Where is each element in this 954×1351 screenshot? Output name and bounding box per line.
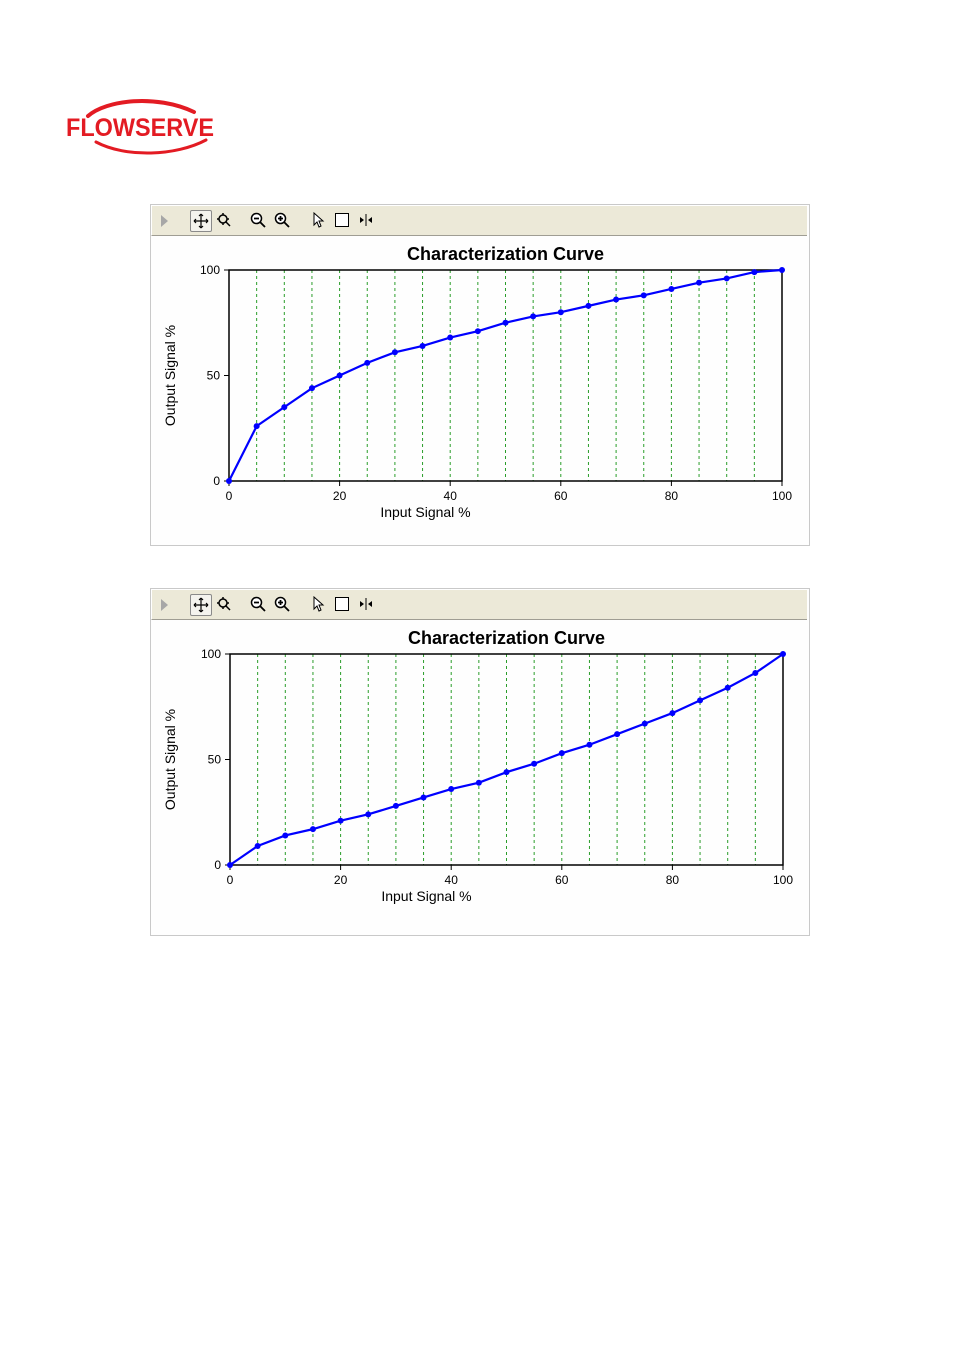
data-point (337, 817, 344, 824)
x-tick-label: 0 (226, 489, 233, 503)
data-point (558, 750, 565, 757)
x-tick-label: 60 (555, 873, 569, 887)
select-box-icon[interactable] (332, 210, 354, 232)
data-point (641, 720, 648, 727)
data-point (448, 786, 455, 793)
data-point (503, 769, 510, 776)
data-point (780, 651, 786, 657)
chart-title: Characterization Curve (408, 628, 605, 648)
characterization-curve-chart-2: Characterization Curve 0 20 40 60 80 100 0 50 100… (162, 628, 793, 904)
x-tick-label: 20 (334, 873, 348, 887)
data-point (419, 342, 426, 349)
pointer-icon[interactable] (308, 210, 330, 232)
y-tick-label: 0 (214, 858, 221, 872)
data-point (253, 423, 260, 430)
data-point (474, 328, 481, 335)
pointer-icon[interactable] (308, 594, 330, 616)
data-point (724, 684, 731, 691)
y-tick-label: 50 (208, 753, 222, 767)
x-tick-label: 60 (554, 489, 568, 503)
data-point (502, 319, 509, 326)
data-point (614, 731, 621, 738)
play-arrow-icon[interactable] (161, 599, 168, 611)
zoom-out-icon[interactable] (248, 210, 270, 232)
data-point (364, 359, 371, 366)
data-point (447, 334, 454, 341)
data-point (336, 372, 343, 379)
logo-wordmark: FLOWSERVE (66, 114, 214, 142)
x-tick-label: 40 (445, 873, 459, 887)
data-point (308, 385, 315, 392)
zoom-out-icon[interactable] (248, 594, 270, 616)
x-tick-label: 0 (227, 873, 234, 887)
y-tick-label: 50 (207, 369, 221, 383)
x-tick-label: 100 (773, 873, 793, 887)
data-point (365, 811, 372, 818)
x-tick-label: 80 (665, 489, 679, 503)
data-point (613, 296, 620, 303)
data-point (281, 404, 288, 411)
zoom-in-icon[interactable] (272, 594, 294, 616)
data-point (420, 794, 427, 801)
data-point (530, 313, 537, 320)
x-tick-label: 20 (333, 489, 347, 503)
logo-swoosh-bottom (94, 138, 208, 155)
chart-toolbar (151, 589, 807, 620)
fit-icon[interactable] (356, 594, 378, 616)
select-box-icon[interactable] (332, 594, 354, 616)
characterization-curve-chart-1: Characterization Curve 0 20 40 60 80 100 0 50 100… (162, 244, 792, 520)
chart-panel-1: Characterization Curve 0 20 40 60 80 100 0 50 100… (150, 204, 810, 546)
data-point (723, 275, 730, 282)
x-axis-label: Input Signal % (380, 504, 470, 520)
pan-icon[interactable] (190, 210, 212, 232)
data-point (668, 285, 675, 292)
data-point (282, 832, 289, 839)
y-axis-label: Output Signal % (162, 709, 178, 810)
data-point (697, 697, 704, 704)
data-point (557, 309, 564, 316)
y-axis-label: Output Signal % (162, 325, 178, 426)
data-point (669, 710, 676, 717)
data-point (531, 760, 538, 767)
x-tick-label: 100 (772, 489, 792, 503)
data-point (751, 269, 758, 276)
data-point (391, 349, 398, 356)
chart-panel-2: Characterization Curve 0 20 40 60 80 100 0 50 100… (150, 588, 810, 936)
x-tick-label: 40 (444, 489, 458, 503)
zoom-icon[interactable] (214, 594, 236, 616)
play-arrow-icon[interactable] (161, 215, 168, 227)
chart-title: Characterization Curve (407, 244, 604, 264)
y-tick-label: 100 (200, 263, 220, 277)
data-point (585, 302, 592, 309)
data-point (227, 862, 233, 868)
data-point (779, 267, 785, 273)
x-tick-label: 80 (666, 873, 680, 887)
data-point (226, 478, 232, 484)
data-point (475, 779, 482, 786)
y-tick-label: 100 (201, 647, 221, 661)
chart-toolbar (151, 205, 807, 236)
y-tick-label: 0 (213, 474, 220, 488)
x-axis-label: Input Signal % (381, 888, 471, 904)
data-point (752, 669, 759, 676)
data-point (254, 843, 261, 850)
fit-icon[interactable] (356, 210, 378, 232)
zoom-icon[interactable] (214, 210, 236, 232)
pan-icon[interactable] (190, 594, 212, 616)
data-point (640, 292, 647, 299)
logo-swoosh-top (86, 99, 196, 118)
zoom-in-icon[interactable] (272, 210, 294, 232)
data-point (586, 741, 593, 748)
flowserve-logo: FLOWSERVE (66, 96, 218, 158)
data-point (696, 279, 703, 286)
data-point (392, 802, 399, 809)
data-point (309, 826, 316, 833)
